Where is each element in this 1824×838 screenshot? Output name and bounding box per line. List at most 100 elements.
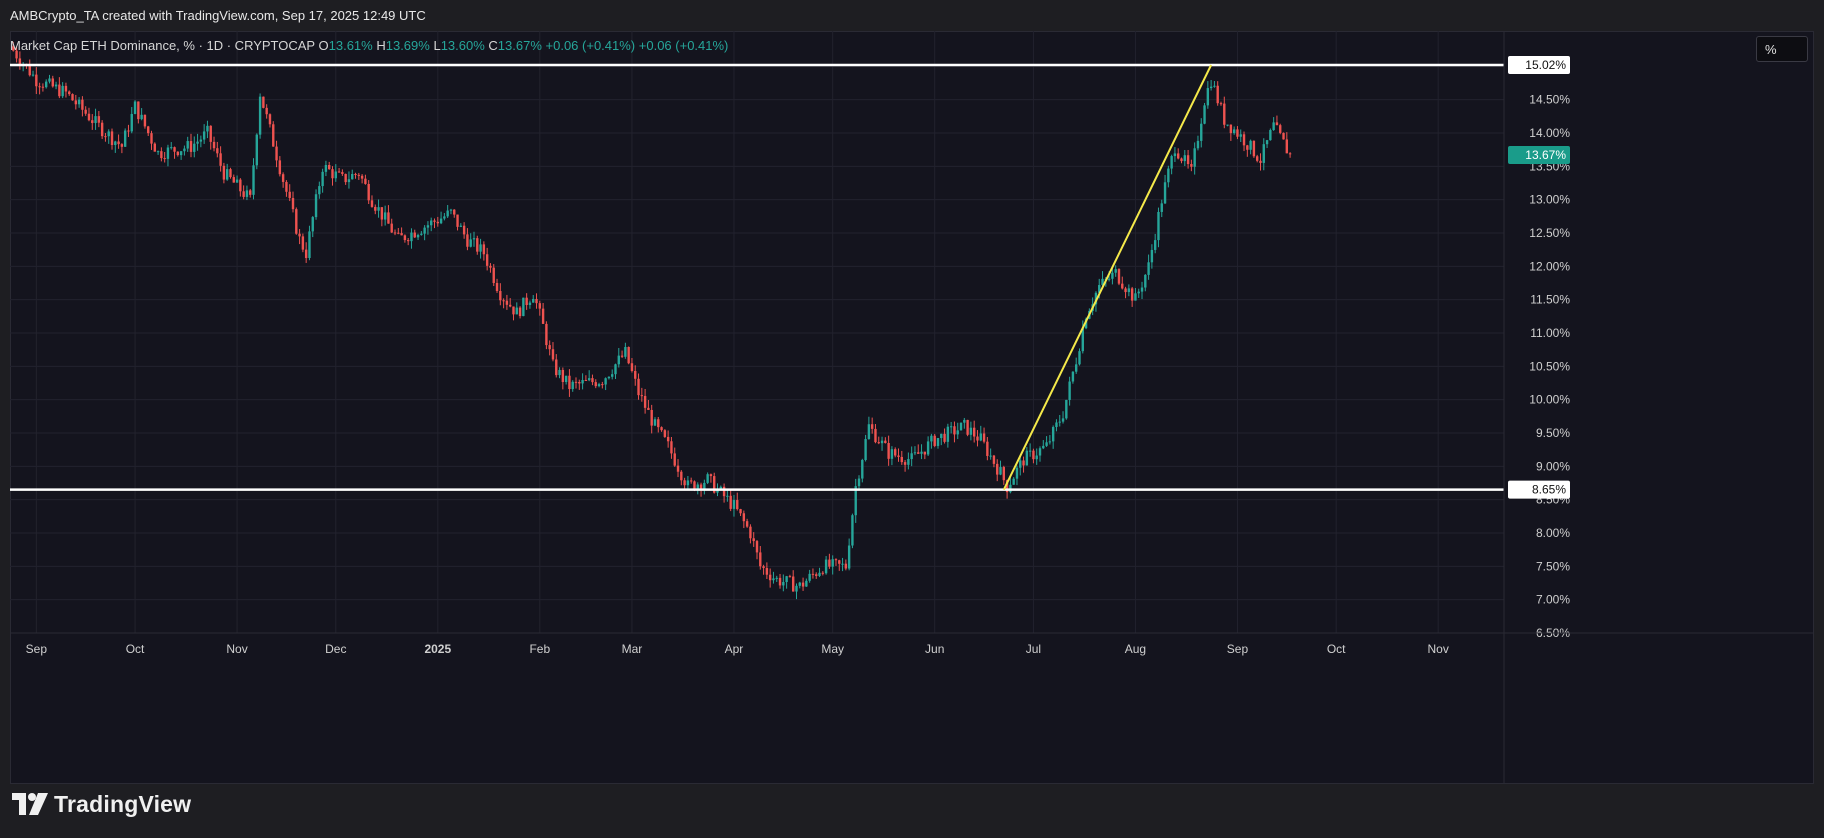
candle-body <box>634 370 637 379</box>
open-value: 13.61% <box>328 38 373 53</box>
candle-body <box>87 113 91 121</box>
candle-body <box>272 124 275 147</box>
candle-body <box>982 433 986 442</box>
candle-body <box>867 424 871 440</box>
candle-body <box>660 427 663 431</box>
candle-body <box>1022 460 1025 466</box>
candle-body <box>762 566 765 569</box>
candle-body <box>815 574 818 576</box>
candle-body <box>910 453 913 460</box>
y-tick-label: 9.50% <box>1536 426 1570 440</box>
tradingview-logo-icon <box>12 793 48 815</box>
candle-body <box>1226 124 1229 126</box>
candle-body <box>1035 455 1038 460</box>
candle-body <box>627 346 630 364</box>
candle-body <box>1144 274 1147 288</box>
candle-body <box>18 58 22 66</box>
candle-body <box>808 573 811 581</box>
candle-body <box>709 474 713 477</box>
candle-body <box>693 481 696 490</box>
y-tick-label: 11.50% <box>1530 293 1570 307</box>
candle-body <box>482 244 486 255</box>
candle-body <box>999 467 1002 475</box>
candle-body <box>367 183 370 201</box>
candle-body <box>1025 450 1029 466</box>
candle-body <box>1048 441 1052 443</box>
candle-body <box>304 249 308 258</box>
candle-body <box>920 451 923 454</box>
candle-body <box>1275 122 1279 126</box>
candle-body <box>380 207 384 220</box>
candle-body <box>354 173 357 175</box>
candle-body <box>1272 122 1275 131</box>
candle-body <box>499 291 502 301</box>
x-tick-label: May <box>821 642 844 656</box>
candle-body <box>847 545 851 569</box>
candle-body <box>258 96 262 135</box>
candle-body <box>522 297 525 317</box>
candle-body <box>485 254 489 266</box>
candle-body <box>986 441 989 456</box>
candle-body <box>15 50 18 59</box>
candle-body <box>114 141 117 145</box>
candle-body <box>574 381 578 383</box>
candle-body <box>601 384 604 386</box>
candle-body <box>1216 85 1219 104</box>
x-tick-label: Apr <box>725 642 744 656</box>
y-tick-label: 9.00% <box>1536 459 1570 473</box>
candle-body <box>1180 158 1183 162</box>
candle-body <box>880 440 884 444</box>
candle-body <box>176 151 180 156</box>
candle-body <box>768 574 772 581</box>
candle-body <box>864 439 867 461</box>
candle-body <box>726 495 729 497</box>
change-percent-value: +0.06 (+0.41%) <box>638 38 729 53</box>
price-chart[interactable]: 15.00%14.50%14.00%13.50%13.00%12.50%12.0… <box>10 31 1814 784</box>
candle-body <box>1242 134 1246 146</box>
horizontal-levels[interactable] <box>10 63 1504 491</box>
candle-body <box>788 576 792 578</box>
candle-body <box>870 424 874 429</box>
candle-body <box>426 225 430 228</box>
candle-body <box>650 409 653 426</box>
candle-body <box>193 143 196 152</box>
candle-body <box>186 141 189 149</box>
candle-body <box>801 582 805 587</box>
trend-line[interactable] <box>1002 64 1213 491</box>
candle-body <box>35 74 38 87</box>
candle-body <box>38 86 41 88</box>
candle-body <box>1019 460 1022 468</box>
candle-body <box>314 194 318 218</box>
candle-body <box>963 419 966 423</box>
candle-body <box>77 99 81 105</box>
y-tick-label: 14.00% <box>1529 126 1570 140</box>
candle-body <box>696 484 699 490</box>
candle-body <box>1130 288 1134 301</box>
candle-body <box>334 171 337 179</box>
candle-body <box>1042 445 1045 449</box>
candle-body <box>561 369 565 383</box>
last-price-label: 13.67% <box>1525 148 1566 162</box>
candle-body <box>71 94 74 101</box>
percent-scale-button[interactable]: % <box>1756 36 1808 62</box>
candle-body <box>324 164 328 172</box>
candle-body <box>778 577 782 586</box>
candle-body <box>1232 129 1236 134</box>
candle-body <box>703 482 706 490</box>
candle-body <box>308 231 311 258</box>
candle-body <box>1219 103 1223 105</box>
candle-body <box>1163 182 1167 204</box>
candle-body <box>844 563 848 569</box>
candle-body <box>972 427 976 437</box>
x-tick-label: Sep <box>26 642 48 656</box>
candle-body <box>657 419 660 428</box>
candle-body <box>84 109 87 114</box>
x-tick-label: Oct <box>126 642 145 656</box>
trend-line-segment[interactable] <box>1002 64 1213 491</box>
candle-body <box>170 147 173 149</box>
candle-body <box>179 151 183 156</box>
x-tick-label: Jun <box>925 642 944 656</box>
candle-body <box>1206 88 1210 106</box>
candle-body <box>936 438 940 446</box>
candle-body <box>387 212 390 224</box>
